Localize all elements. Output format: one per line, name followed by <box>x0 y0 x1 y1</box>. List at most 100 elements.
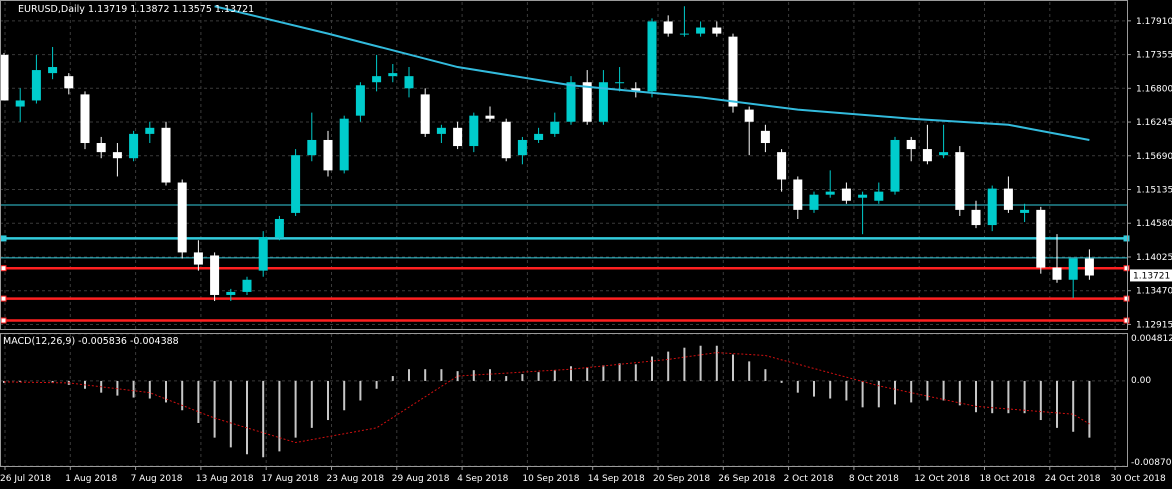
macd-label: MACD(12,26,9) -0.005836 -0.004388 <box>3 336 179 347</box>
candle-bearish <box>631 88 641 92</box>
time-tick-label: 12 Oct 2018 <box>914 474 970 484</box>
time-tick-label: 13 Aug 2018 <box>196 474 254 484</box>
price-tick-label: 1.16245 <box>1136 118 1172 128</box>
price-tick-label: 1.14025 <box>1136 253 1172 263</box>
candle-bearish <box>922 149 932 162</box>
candle-bearish <box>420 94 430 134</box>
candle-bearish <box>1052 267 1062 280</box>
macd-tick-bottom: -0.008707 <box>1131 458 1172 468</box>
level-anchor-left <box>0 265 7 272</box>
candle-bearish <box>841 188 851 201</box>
time-tick-label: 18 Oct 2018 <box>980 474 1036 484</box>
price-axis: 1.17910 1.17355 1.16800 1.16245 1.15690 1.151… <box>1127 17 1172 330</box>
candle-bearish <box>161 127 171 183</box>
macd-tick-top: 0.004812 <box>1131 334 1172 344</box>
price-tick-label: 1.14580 <box>1136 219 1172 229</box>
time-tick-label: 7 Aug 2018 <box>131 474 183 484</box>
candle-bearish <box>0 54 9 101</box>
candle-bullish <box>517 139 527 156</box>
candle-bullish <box>469 115 479 147</box>
candle-bullish <box>307 139 317 156</box>
candle-bullish <box>696 27 706 34</box>
candle-bearish <box>1084 258 1094 276</box>
time-tick-label: 26 Jul 2018 <box>0 474 51 484</box>
candle-bullish <box>226 291 236 295</box>
candle-bullish <box>48 67 58 74</box>
candle-bearish <box>323 139 333 171</box>
candle-bearish <box>80 94 90 144</box>
candle-bullish <box>566 82 576 122</box>
candle-bullish <box>1068 258 1078 280</box>
candle-bearish <box>453 127 463 147</box>
candle-bullish <box>31 70 41 101</box>
candle-bearish <box>210 255 220 295</box>
candle-bullish <box>615 82 625 84</box>
candle-bullish <box>436 127 446 134</box>
candle-bullish <box>129 133 139 159</box>
candle-bearish <box>64 76 74 89</box>
candle-bearish <box>96 143 106 153</box>
symbol-label: EURUSD,Daily <box>18 4 85 15</box>
time-tick-label: 14 Sep 2018 <box>588 474 645 484</box>
price-tick-label: 1.17355 <box>1136 51 1172 61</box>
candle-bearish <box>712 27 722 34</box>
grid <box>0 2 1127 467</box>
candle-bullish <box>339 118 349 171</box>
price-panel-frame <box>0 0 1128 330</box>
time-tick-label: 17 Aug 2018 <box>261 474 319 484</box>
macd-signal-line <box>3 352 1090 444</box>
price-tick-label: 1.15690 <box>1136 152 1172 162</box>
candle-bearish <box>955 152 965 210</box>
candle-bearish <box>582 82 592 122</box>
price-tick-label: 1.17910 <box>1136 17 1172 27</box>
price-tick-label: 1.12915 <box>1136 320 1172 330</box>
candle-bullish <box>550 121 560 134</box>
level-anchor-right <box>1123 265 1130 272</box>
candle-bullish <box>355 85 365 116</box>
level-anchor-right <box>1123 317 1130 324</box>
level-anchor-right <box>1123 295 1130 302</box>
current-price-label: 1.13721 <box>1133 271 1170 281</box>
candle-bullish <box>809 194 819 210</box>
candle-bearish <box>501 121 511 159</box>
moving-average <box>214 5 1090 141</box>
candles <box>0 6 1094 302</box>
candle-bullish <box>598 82 608 122</box>
candle-bearish <box>1003 188 1013 210</box>
time-tick-label: 8 Oct 2018 <box>849 474 899 484</box>
candle-bearish <box>744 109 754 122</box>
candle-bearish <box>112 152 122 159</box>
time-tick-label: 24 Oct 2018 <box>1045 474 1101 484</box>
price-tick-label: 1.13470 <box>1136 287 1172 297</box>
candle-bearish <box>193 252 203 265</box>
candle-bullish <box>858 194 868 198</box>
candle-bearish <box>906 139 916 150</box>
time-tick-label: 4 Sep 2018 <box>457 474 509 484</box>
level-anchor-left <box>0 295 7 302</box>
candle-bearish <box>777 152 787 180</box>
candle-bullish <box>242 279 252 292</box>
candle-bullish <box>15 100 25 107</box>
candle-bullish <box>534 133 544 140</box>
candle-bearish <box>177 182 187 253</box>
moving-average-line <box>214 5 1090 141</box>
candle-bullish <box>647 21 657 92</box>
candle-bearish <box>793 179 803 210</box>
candle-bullish <box>258 237 268 271</box>
macd-panel-frame <box>0 333 1128 467</box>
ohlc-label: 1.13719 1.13872 1.13575 1.13721 <box>88 4 254 15</box>
candle-bearish <box>485 115 495 119</box>
time-axis: 26 Jul 2018 1 Aug 2018 7 Aug 2018 13 Aug 20… <box>0 466 1166 484</box>
level-anchor-left <box>0 317 7 324</box>
time-tick-label: 26 Sep 2018 <box>718 474 775 484</box>
time-tick-label: 10 Sep 2018 <box>522 474 579 484</box>
macd-tick-zero: 0.00 <box>1131 376 1151 386</box>
horizontal-levels <box>0 204 1130 324</box>
candle-bullish <box>825 191 835 195</box>
time-tick-label: 23 Aug 2018 <box>327 474 385 484</box>
candle-bullish <box>145 127 155 134</box>
time-tick-label: 20 Sep 2018 <box>653 474 710 484</box>
time-tick-label: 29 Aug 2018 <box>392 474 450 484</box>
time-tick-label: 30 Oct 2018 <box>1110 474 1166 484</box>
